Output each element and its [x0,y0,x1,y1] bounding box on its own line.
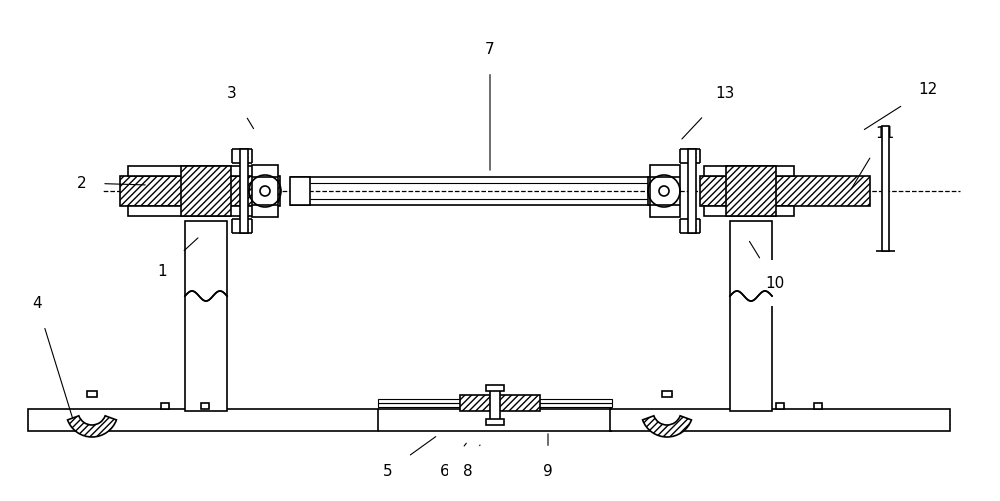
Bar [688,150,696,233]
Text: 11: 11 [851,126,895,189]
Bar [120,177,280,206]
Bar [610,409,950,431]
Bar [460,395,540,411]
Bar [185,221,227,411]
Text: 1: 1 [157,238,198,279]
Bar [726,167,776,216]
Bar [730,221,772,411]
Text: 5: 5 [383,437,436,478]
Text: 2: 2 [77,176,145,191]
Bar [128,206,258,216]
Bar [486,419,504,425]
Bar [28,409,378,431]
Bar [776,403,784,409]
Bar [704,206,794,216]
Bar [87,391,97,397]
Text: 4: 4 [32,296,74,423]
Text: 3: 3 [227,86,254,129]
Bar [726,167,776,216]
Bar [731,289,771,305]
Bar [486,385,504,391]
Wedge shape [643,416,691,437]
Bar [814,403,822,409]
Text: 13: 13 [682,86,735,140]
Bar [648,178,668,205]
Text: 7: 7 [485,43,495,171]
Bar [882,127,889,252]
Text: 8: 8 [463,445,480,478]
Bar [662,391,672,397]
Text: 9: 9 [543,434,553,478]
Bar [650,166,680,217]
Text: 6: 6 [440,443,466,478]
Bar [240,150,248,233]
Bar [290,178,310,205]
Bar [161,403,169,409]
Bar [181,167,231,216]
Bar [490,389,500,421]
Wedge shape [68,416,116,437]
Bar [378,403,612,407]
Bar [460,395,540,411]
Bar [700,177,870,206]
Bar [186,289,226,305]
Bar [128,167,258,177]
Bar [378,399,612,403]
Text: 10: 10 [749,242,785,291]
Bar [704,167,794,177]
Bar [700,177,870,206]
Text: 12: 12 [864,82,938,130]
Bar [120,177,280,206]
Bar [201,403,209,409]
Bar [181,167,231,216]
Bar [252,166,278,217]
